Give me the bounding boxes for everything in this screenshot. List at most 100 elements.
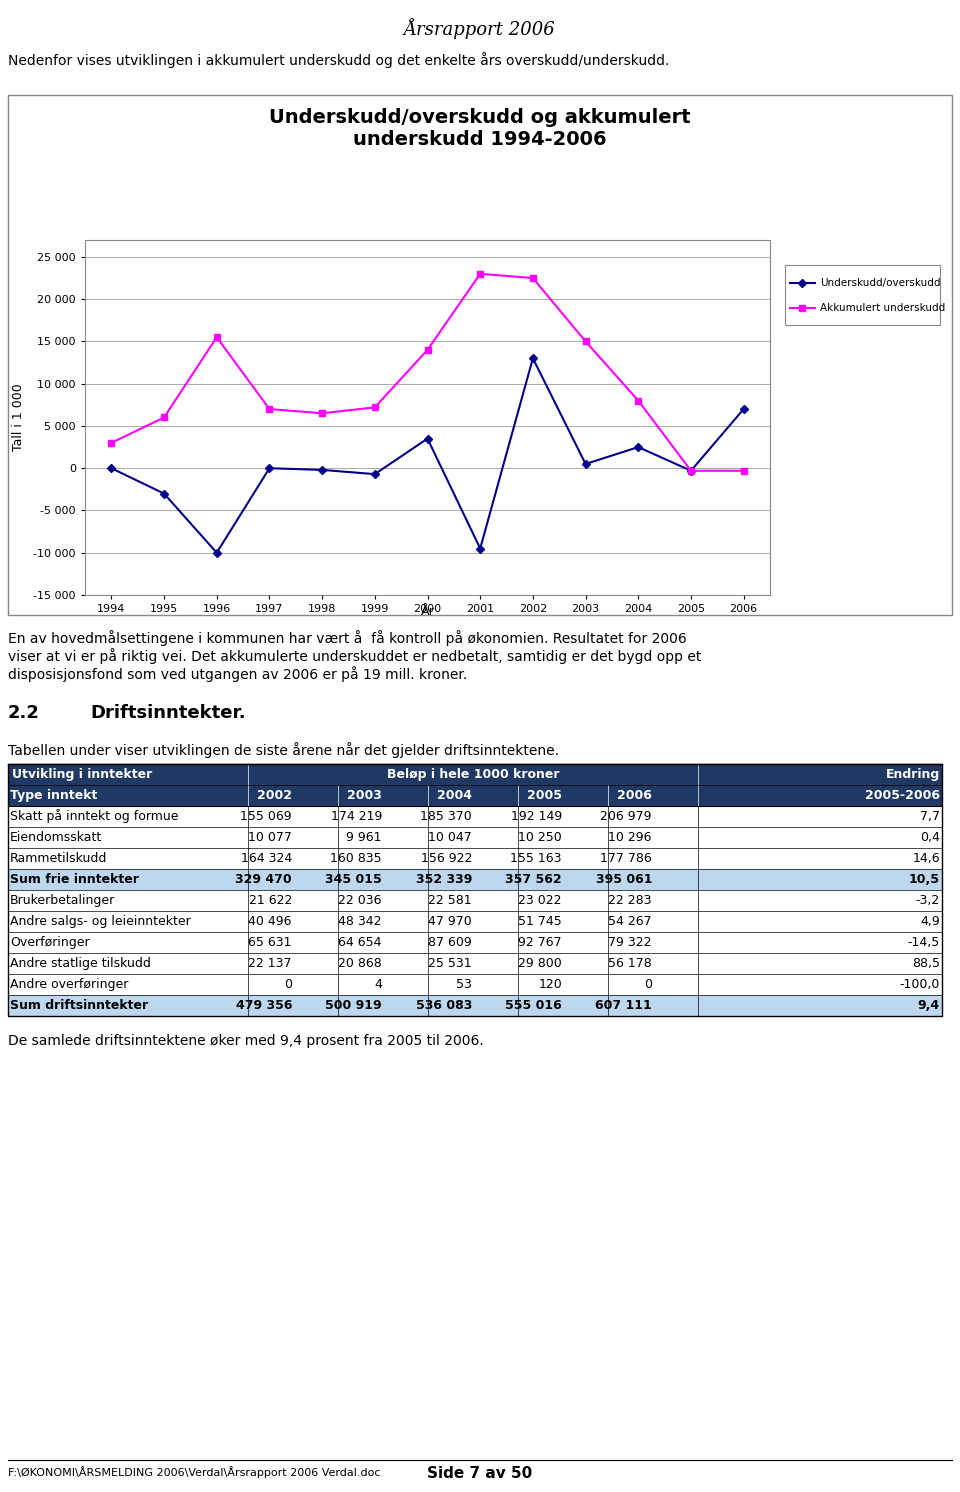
Bar (8, 764, 942, 785)
Text: 10 250: 10 250 (518, 831, 562, 844)
Text: 51 745: 51 745 (518, 915, 562, 928)
Text: Tall i 1 000: Tall i 1 000 (12, 383, 25, 452)
Text: 2002: 2002 (257, 789, 292, 803)
Bar (8, 868, 942, 891)
Text: Overføringer: Overføringer (10, 935, 89, 949)
Text: 48 342: 48 342 (339, 915, 382, 928)
Text: Utvikling i inntekter: Utvikling i inntekter (12, 768, 153, 780)
Text: -100,0: -100,0 (900, 977, 940, 991)
Text: viser at vi er på riktig vei. Det akkumulerte underskuddet er nedbetalt, samtidi: viser at vi er på riktig vei. Det akkumu… (8, 648, 702, 664)
Text: 2004: 2004 (437, 789, 472, 803)
Text: 120: 120 (539, 977, 562, 991)
Text: 177 786: 177 786 (600, 852, 652, 865)
Text: Årsrapport 2006: Årsrapport 2006 (404, 18, 556, 39)
Text: 88,5: 88,5 (912, 956, 940, 970)
Text: 4,9: 4,9 (921, 915, 940, 928)
Text: Andre statlige tilskudd: Andre statlige tilskudd (10, 956, 151, 970)
Text: Tabellen under viser utviklingen de siste årene når det gjelder driftsinntektene: Tabellen under viser utviklingen de sist… (8, 742, 559, 758)
Text: 9,4: 9,4 (918, 1000, 940, 1012)
Text: disposisjonsfond som ved utgangen av 2006 er på 19 mill. kroner.: disposisjonsfond som ved utgangen av 200… (8, 665, 468, 682)
Text: De samlede driftsinntektene øker med 9,4 prosent fra 2005 til 2006.: De samlede driftsinntektene øker med 9,4… (8, 1034, 484, 1047)
Text: 155 163: 155 163 (511, 852, 562, 865)
Text: 10 047: 10 047 (428, 831, 472, 844)
Text: 160 835: 160 835 (330, 852, 382, 865)
Bar (8, 912, 942, 932)
Text: 22 283: 22 283 (609, 894, 652, 907)
Text: 479 356: 479 356 (235, 1000, 292, 1012)
Text: 87 609: 87 609 (428, 935, 472, 949)
Bar (8, 764, 942, 1016)
Text: Underskudd/overskudd og akkumulert
underskudd 1994-2006: Underskudd/overskudd og akkumulert under… (269, 107, 691, 149)
Text: 0,4: 0,4 (920, 831, 940, 844)
Text: 23 022: 23 022 (518, 894, 562, 907)
Text: 53: 53 (456, 977, 472, 991)
Bar (8, 953, 942, 974)
Text: 185 370: 185 370 (420, 810, 472, 824)
Text: 65 631: 65 631 (249, 935, 292, 949)
Text: 79 322: 79 322 (609, 935, 652, 949)
Text: Underskudd/overskudd: Underskudd/overskudd (820, 278, 941, 288)
Text: 10 296: 10 296 (609, 831, 652, 844)
Text: 2006: 2006 (617, 789, 652, 803)
Text: 2005: 2005 (527, 789, 562, 803)
Text: 206 979: 206 979 (601, 810, 652, 824)
Text: Eiendomsskatt: Eiendomsskatt (10, 831, 103, 844)
Text: -14,5: -14,5 (908, 935, 940, 949)
Text: 29 800: 29 800 (518, 956, 562, 970)
Text: 14,6: 14,6 (912, 852, 940, 865)
Text: 10 077: 10 077 (248, 831, 292, 844)
Text: 155 069: 155 069 (240, 810, 292, 824)
Text: 47 970: 47 970 (428, 915, 472, 928)
Text: Sum frie inntekter: Sum frie inntekter (10, 873, 139, 886)
Text: Brukerbetalinger: Brukerbetalinger (10, 894, 115, 907)
Text: 2003: 2003 (348, 789, 382, 803)
Text: Type inntekt: Type inntekt (10, 789, 97, 803)
Text: 2005-2006: 2005-2006 (865, 789, 940, 803)
Text: 607 111: 607 111 (595, 1000, 652, 1012)
Text: 10,5: 10,5 (909, 873, 940, 886)
Text: 357 562: 357 562 (505, 873, 562, 886)
Text: År: År (420, 604, 434, 618)
Text: 7,7: 7,7 (920, 810, 940, 824)
Text: 4: 4 (374, 977, 382, 991)
Text: F:\ØKONOMI\ÅRSMELDING 2006\Verdal\Årsrapport 2006 Verdal.doc: F:\ØKONOMI\ÅRSMELDING 2006\Verdal\Årsrap… (8, 1467, 380, 1479)
Text: 352 339: 352 339 (416, 873, 472, 886)
Text: 54 267: 54 267 (609, 915, 652, 928)
Bar (8, 891, 942, 912)
Bar (8, 785, 942, 806)
Bar (8, 932, 942, 953)
Text: 192 149: 192 149 (511, 810, 562, 824)
Text: 395 061: 395 061 (595, 873, 652, 886)
Text: Andre overføringer: Andre overføringer (10, 977, 129, 991)
Text: 555 016: 555 016 (505, 1000, 562, 1012)
Text: 64 654: 64 654 (339, 935, 382, 949)
Text: 25 531: 25 531 (428, 956, 472, 970)
Text: 156 922: 156 922 (420, 852, 472, 865)
Text: Nedenfor vises utviklingen i akkumulert underskudd og det enkelte års overskudd/: Nedenfor vises utviklingen i akkumulert … (8, 52, 669, 69)
Text: Rammetilskudd: Rammetilskudd (10, 852, 108, 865)
Text: 56 178: 56 178 (609, 956, 652, 970)
Bar (8, 847, 942, 868)
Text: 345 015: 345 015 (325, 873, 382, 886)
Text: Side 7 av 50: Side 7 av 50 (427, 1467, 533, 1482)
Text: 536 083: 536 083 (416, 1000, 472, 1012)
Text: 329 470: 329 470 (235, 873, 292, 886)
Text: 22 036: 22 036 (339, 894, 382, 907)
Text: 22 137: 22 137 (249, 956, 292, 970)
Bar (8, 827, 942, 847)
Text: Beløp i hele 1000 kroner: Beløp i hele 1000 kroner (387, 768, 560, 780)
Bar (8, 974, 942, 995)
Text: Andre salgs- og leieinntekter: Andre salgs- og leieinntekter (10, 915, 191, 928)
Text: Skatt på inntekt og formue: Skatt på inntekt og formue (10, 810, 179, 824)
Text: -3,2: -3,2 (916, 894, 940, 907)
Text: 500 919: 500 919 (325, 1000, 382, 1012)
Bar (785, 266, 940, 325)
Text: 22 581: 22 581 (428, 894, 472, 907)
Text: 0: 0 (284, 977, 292, 991)
Text: 174 219: 174 219 (330, 810, 382, 824)
Text: Akkumulert underskudd: Akkumulert underskudd (820, 303, 946, 313)
Bar (8, 95, 952, 615)
Text: Sum driftsinntekter: Sum driftsinntekter (10, 1000, 148, 1012)
Text: 9 961: 9 961 (347, 831, 382, 844)
Text: 20 868: 20 868 (338, 956, 382, 970)
